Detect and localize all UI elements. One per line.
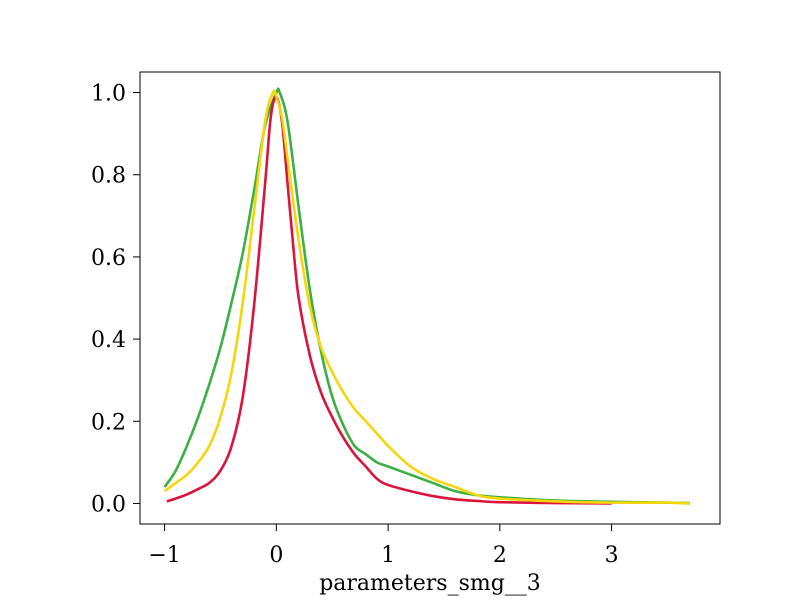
x-tick-label: −1 [148,543,180,568]
y-tick-label: 0.2 [91,410,126,435]
x-axis: −1 0 1 2 3 [148,524,619,568]
y-tick-label: 0.6 [91,246,126,271]
y-axis: 0.0 0.2 0.4 0.6 0.8 1.0 [91,82,140,517]
x-tick-label: 2 [493,543,507,568]
x-tick-label: 0 [269,543,283,568]
y-tick-label: 0.0 [91,492,126,517]
series-line-3 [163,89,690,505]
y-tick-label: 0.8 [91,164,126,189]
x-tick-label: 3 [605,543,619,568]
y-tick-label: 1.0 [91,82,126,107]
y-tick-label: 0.4 [91,328,126,353]
x-axis-title: parameters_smg__3 [319,571,541,596]
x-tick-label: 1 [381,543,395,568]
series-lines [163,87,690,505]
plot-area [139,71,721,525]
series-line-2 [166,95,612,505]
